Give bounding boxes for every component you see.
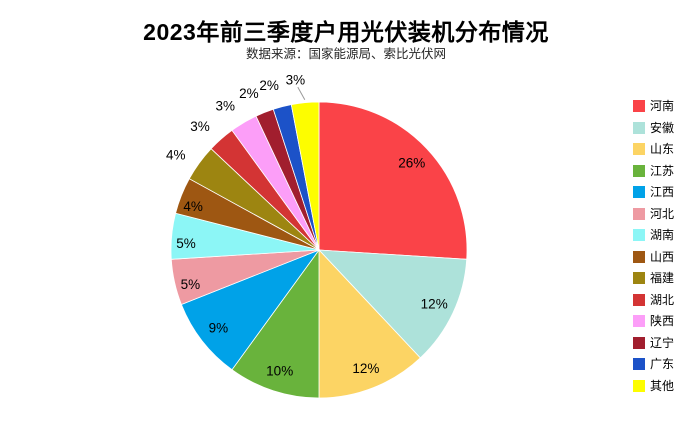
legend-label-湖北: 湖北 — [650, 292, 675, 307]
slice-label-江西: 9% — [209, 321, 229, 336]
legend-swatch-山西 — [633, 250, 645, 263]
legend-label-河南: 河南 — [650, 99, 675, 113]
legend-swatch-山东 — [633, 143, 645, 155]
chart-title: 2023年前三季度户用光伏装机分布情况 — [143, 19, 549, 45]
legend-item-江苏: 江苏 — [633, 163, 674, 179]
pie-slice-安徽 — [318, 249, 468, 359]
slice-label-辽宁: 2% — [239, 86, 259, 101]
legend-swatch-河南 — [633, 100, 645, 112]
legend-swatch-河北 — [633, 207, 645, 220]
slice-label-湖北: 3% — [190, 119, 210, 134]
slice-label-江苏: 10% — [266, 364, 293, 379]
legend-swatch-辽宁 — [633, 336, 645, 349]
slice-label-山东: 12% — [352, 361, 379, 376]
pie-slice-其他 — [290, 101, 320, 251]
legend-item-福建: 福建 — [633, 270, 674, 286]
legend-swatch-湖北 — [633, 293, 645, 306]
legend-swatch-江西 — [633, 186, 645, 198]
slice-label-广东: 2% — [259, 78, 279, 93]
legend-item-陕西: 陕西 — [633, 313, 674, 329]
legend-item-安徽: 安徽 — [633, 120, 674, 136]
leader-line-其他 — [297, 86, 306, 100]
legend-swatch-陕西 — [633, 315, 645, 327]
legend-label-江西: 江西 — [650, 185, 675, 199]
legend-swatch-江苏 — [633, 164, 645, 177]
legend-label-其他: 其他 — [650, 378, 675, 393]
pie-slice-河南 — [318, 101, 468, 260]
legend-item-辽宁: 辽宁 — [633, 335, 674, 351]
slice-label-河北: 5% — [181, 277, 201, 292]
legend-item-山西: 山西 — [633, 249, 674, 265]
slice-label-河南: 26% — [398, 155, 425, 170]
legend-item-其他: 其他 — [633, 378, 674, 394]
legend-swatch-其他 — [633, 379, 645, 392]
slice-label-安徽: 12% — [421, 297, 448, 312]
slice-label-山西: 4% — [183, 199, 203, 214]
legend-swatch-湖南 — [633, 229, 645, 241]
legend-item-河北: 河北 — [633, 206, 674, 222]
legend-label-辽宁: 辽宁 — [650, 335, 675, 350]
pie-slice-江西 — [180, 249, 321, 371]
legend-swatch-广东 — [633, 358, 645, 370]
legend-label-山西: 山西 — [650, 249, 675, 264]
legend-swatch-安徽 — [633, 121, 645, 134]
slice-label-其他: 3% — [286, 72, 306, 87]
legend-item-山东: 山东 — [633, 141, 674, 157]
legend-item-湖北: 湖北 — [633, 292, 674, 308]
legend: 河南安徽山东江苏江西河北湖南山西福建湖北陕西辽宁广东其他 — [633, 98, 674, 394]
legend-label-广东: 广东 — [650, 357, 675, 371]
legend-label-山东: 山东 — [650, 142, 675, 156]
legend-swatch-福建 — [633, 272, 645, 284]
legend-label-江苏: 江苏 — [650, 163, 675, 178]
pie-slice-江苏 — [231, 248, 320, 399]
legend-item-江西: 江西 — [633, 184, 674, 200]
pie-slice-山东 — [318, 248, 421, 399]
legend-label-陕西: 陕西 — [650, 314, 675, 328]
legend-label-福建: 福建 — [650, 271, 675, 285]
slice-label-福建: 4% — [166, 148, 186, 163]
legend-item-广东: 广东 — [633, 356, 674, 372]
legend-label-安徽: 安徽 — [650, 120, 675, 135]
legend-item-河南: 河南 — [633, 98, 674, 114]
slice-label-湖南: 5% — [176, 236, 196, 251]
legend-item-湖南: 湖南 — [633, 227, 674, 243]
chart-subtitle: 数据来源：国家能源局、索比光伏网 — [245, 47, 446, 61]
slice-label-陕西: 3% — [215, 99, 235, 114]
legend-label-湖南: 湖南 — [650, 228, 675, 242]
legend-label-河北: 河北 — [650, 206, 675, 221]
